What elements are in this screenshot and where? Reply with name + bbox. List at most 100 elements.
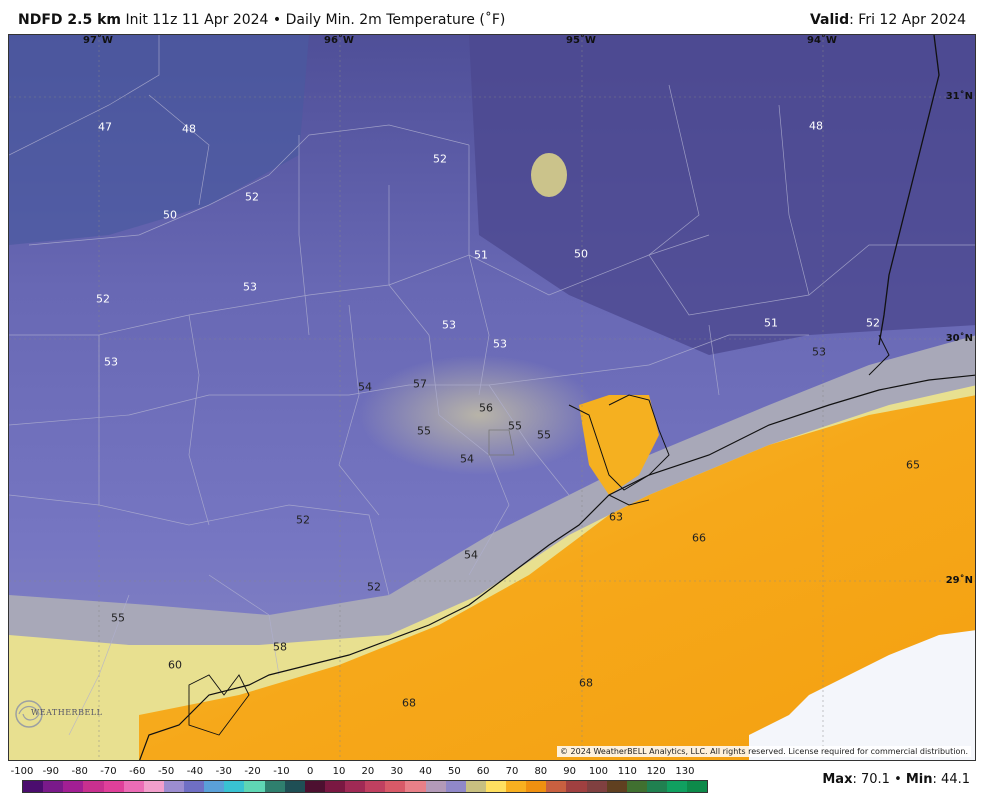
colorbar-swatch — [83, 781, 104, 792]
init-time: Init 11z 11 Apr 2024 — [125, 12, 269, 28]
swirl-icon — [15, 700, 43, 728]
temp-value: 54 — [464, 548, 478, 562]
product-name: NDFD 2.5 km — [18, 12, 121, 28]
colorbar-tick-label: 110 — [617, 766, 637, 777]
colorbar-swatch — [103, 781, 124, 792]
colorbar-tick-label: -10 — [273, 766, 290, 777]
temp-value: 68 — [579, 676, 593, 690]
colorbar-swatch — [143, 781, 164, 792]
colorbar-swatch — [23, 781, 44, 792]
colorbar-tick-label: -90 — [42, 766, 59, 777]
colorbar-swatch — [586, 781, 607, 792]
colorbar-tick-label: 100 — [588, 766, 609, 777]
colorbar-swatch — [646, 781, 667, 792]
temp-value: 58 — [273, 640, 287, 654]
colorbar-tick-label: -60 — [129, 766, 146, 777]
valid-date: : Fri 12 Apr 2024 — [849, 12, 966, 28]
gulf-water — [139, 395, 975, 760]
temp-value: 51 — [764, 316, 778, 330]
copyright-notice: © 2024 WeatherBELL Analytics, LLC. All r… — [557, 746, 971, 757]
colorbar-tick-label: -70 — [100, 766, 117, 777]
valid-time: Valid: Fri 12 Apr 2024 — [810, 12, 966, 28]
temp-value: 66 — [692, 531, 706, 545]
map-title: NDFD 2.5 km Init 11z 11 Apr 2024 • Daily… — [18, 12, 505, 28]
colorbar-swatch — [425, 781, 446, 792]
weatherbell-logo: WEATHERBELL — [13, 696, 102, 732]
temp-value: 52 — [96, 292, 110, 306]
colorbar-swatch — [163, 781, 184, 792]
colorbar-tick-label: 130 — [675, 766, 695, 777]
colorbar-swatch — [63, 781, 84, 792]
temp-value: 65 — [906, 458, 920, 472]
stats-separator: • — [889, 772, 906, 787]
temperature-map[interactable]: 97˚W 96˚W 95˚W 94˚W 31˚N 30˚N 29˚N 47 48… — [8, 34, 976, 761]
colorbar-tick-label: -50 — [157, 766, 175, 777]
temp-value: 52 — [367, 580, 381, 594]
colorbar-swatch — [304, 781, 325, 792]
temp-value: 55 — [537, 428, 551, 442]
colorbar-tick-label: 80 — [534, 766, 548, 777]
lon-label-94w: 94˚W — [807, 35, 837, 46]
colorbar-swatch — [184, 781, 205, 792]
lon-label-97w: 97˚W — [83, 35, 113, 46]
lat-label-29n: 29˚N — [945, 575, 973, 586]
colorbar-swatch — [485, 781, 506, 792]
colorbar-tick-label: 30 — [390, 766, 404, 777]
colorbar-tick-label: 50 — [447, 766, 461, 777]
colorbar-swatch — [546, 781, 567, 792]
colorbar-swatch — [405, 781, 426, 792]
colorbar-tick-label: 0 — [307, 766, 314, 777]
colorbar-tick-label: 20 — [361, 766, 375, 777]
colorbar: -100 -90 -80 -70 -60 -50 -40 -30 -20 -10 0 10 20 30 40… — [8, 762, 728, 808]
valid-label: Valid — [809, 12, 850, 28]
temp-value: 52 — [866, 316, 880, 330]
no-data-region — [749, 630, 975, 760]
temp-value: 68 — [402, 696, 416, 710]
temp-value: 63 — [609, 510, 623, 524]
colorbar-tick-label: 60 — [476, 766, 490, 777]
lon-label-95w: 95˚W — [566, 35, 596, 46]
temp-value: 55 — [111, 611, 125, 625]
colorbar-swatch — [667, 781, 688, 792]
temp-value: 52 — [433, 152, 447, 166]
colorbar-swatch — [465, 781, 486, 792]
colorbar-gradient — [22, 780, 708, 793]
colorbar-swatch — [324, 781, 345, 792]
temp-value: 54 — [358, 380, 372, 394]
colorbar-tick-label: 90 — [563, 766, 577, 777]
colorbar-swatch — [123, 781, 144, 792]
colorbar-swatch — [687, 781, 708, 792]
colorbar-swatch — [345, 781, 366, 792]
colorbar-tick-label: -20 — [244, 766, 261, 777]
colorbar-swatch — [606, 781, 627, 792]
colorbar-swatch — [566, 781, 587, 792]
logo-text: WEATHERBELL — [31, 708, 103, 717]
colorbar-tick-label: -100 — [10, 766, 34, 777]
colorbar-tick-label: -40 — [186, 766, 204, 777]
map-graphic — [9, 35, 975, 760]
temp-value: 51 — [474, 248, 488, 262]
temp-value: 54 — [460, 452, 474, 466]
temp-value: 48 — [809, 119, 823, 133]
title-separator: • — [272, 12, 282, 28]
min-label: Min — [905, 772, 933, 787]
temp-value: 55 — [508, 419, 522, 433]
temp-value: 47 — [98, 120, 112, 134]
temp-value: 56 — [479, 401, 493, 415]
colorbar-swatch — [284, 781, 305, 792]
colorbar-swatch — [43, 781, 64, 792]
max-value: : 70.1 — [852, 772, 890, 787]
colorbar-tick-label: 70 — [505, 766, 519, 777]
max-label: Max — [822, 772, 853, 787]
colorbar-swatch — [365, 781, 386, 792]
colorbar-swatch — [244, 781, 265, 792]
temp-value: 53 — [493, 337, 507, 351]
min-value: : 44.1 — [932, 772, 970, 787]
lat-label-30n: 30˚N — [945, 333, 973, 344]
temp-value: 53 — [104, 355, 118, 369]
colorbar-swatch — [385, 781, 406, 792]
colorbar-tick-label: 40 — [419, 766, 432, 777]
temp-value: 52 — [245, 190, 259, 204]
temp-value: 52 — [296, 513, 310, 527]
header: NDFD 2.5 km Init 11z 11 Apr 2024 • Daily… — [0, 0, 984, 34]
